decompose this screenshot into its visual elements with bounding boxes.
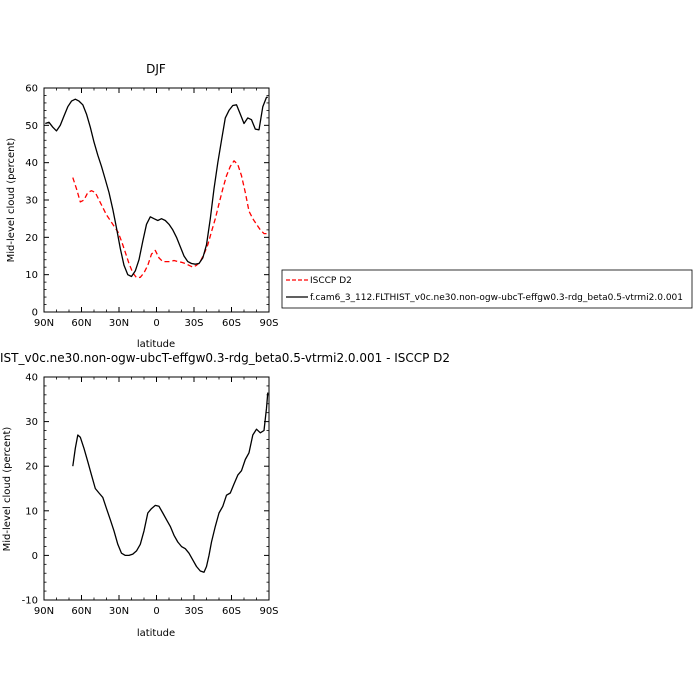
y-tick-label: 50: [25, 121, 38, 132]
y-tick-label: 10: [25, 506, 38, 517]
y-tick-label: 10: [25, 270, 38, 281]
top-chart-title: DJF: [146, 62, 166, 76]
x-tick-label: 30N: [109, 318, 129, 329]
x-tick-label: 60S: [222, 318, 241, 329]
bottom-chart: IST_v0c.ne30.non-ogw-ubcT-effgw0.3-rdg_b…: [0, 351, 450, 639]
bottom-x-axis-label: latitude: [137, 628, 175, 639]
x-tick-label: 90N: [34, 318, 54, 329]
x-tick-label: 0: [153, 318, 159, 329]
top-series-lines: [45, 96, 268, 279]
top-chart: DJF 90N 60N 30N 0 30S 60S 90S 0 10 20 30 40 50 60 lat…: [6, 62, 279, 350]
x-tick-label: 30S: [184, 606, 203, 617]
x-tick-label: 60S: [222, 606, 241, 617]
y-tick-label: 60: [25, 84, 38, 95]
x-tick-label: 60N: [71, 318, 91, 329]
top-y-axis-label: Mid-level cloud (percent): [6, 138, 17, 263]
y-tick-label: 0: [32, 308, 38, 319]
y-tick-label: -10: [22, 596, 38, 607]
top-series-line-0: [72, 160, 268, 279]
x-tick-label: 90S: [259, 606, 278, 617]
x-tick-label: 30N: [109, 606, 129, 617]
x-tick-label: 60N: [71, 606, 91, 617]
y-tick-label: 30: [25, 196, 38, 207]
x-tick-label: 30S: [184, 318, 203, 329]
bottom-series-line-0: [72, 392, 269, 573]
x-tick-label: 0: [153, 606, 159, 617]
bottom-axis-ticks: 90N 60N 30N 0 30S 60S 90S -10 0 10 20 30 40: [22, 373, 279, 618]
legend-label-model: f.cam6_3_112.FLTHIST_v0c.ne30.non-ogw-ub…: [310, 293, 683, 303]
y-tick-label: 30: [25, 417, 38, 428]
x-tick-label: 90S: [259, 318, 278, 329]
legend-box: [281, 269, 693, 309]
legend-label-isccp: ISCCP D2: [310, 276, 352, 286]
bottom-series-lines: [72, 392, 269, 573]
y-tick-label: 0: [32, 551, 38, 562]
top-series-line-1: [45, 96, 268, 278]
top-axis-ticks: 90N 60N 30N 0 30S 60S 90S 0 10 20 30 40 50 60: [25, 84, 278, 330]
y-tick-label: 40: [25, 158, 38, 169]
legend: ISCCP D2 f.cam6_3_112.FLTHIST_v0c.ne30.n…: [281, 269, 693, 309]
x-tick-label: 90N: [34, 606, 54, 617]
bottom-chart-title: IST_v0c.ne30.non-ogw-ubcT-effgw0.3-rdg_b…: [0, 351, 450, 365]
y-tick-label: 20: [25, 233, 38, 244]
bottom-y-axis-label: Mid-level cloud (percent): [2, 427, 13, 552]
y-tick-label: 40: [25, 373, 38, 384]
top-x-axis-label: latitude: [137, 339, 175, 350]
y-tick-label: 20: [25, 462, 38, 473]
